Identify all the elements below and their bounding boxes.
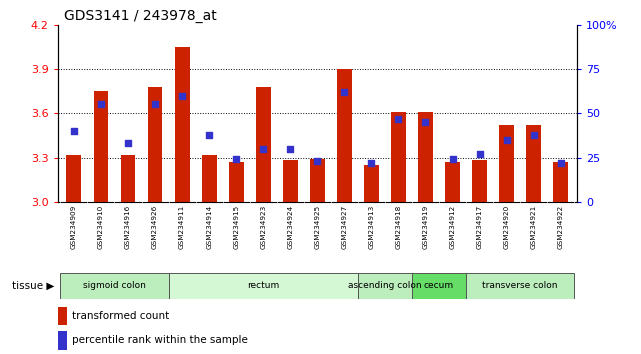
Text: GSM234924: GSM234924 [287, 205, 293, 249]
Point [312, 158, 322, 164]
Point [556, 160, 566, 166]
Text: GSM234921: GSM234921 [531, 205, 537, 249]
Point [501, 137, 512, 143]
Point [204, 132, 214, 137]
Bar [553, 162, 568, 202]
Bar [58, 307, 67, 325]
FancyBboxPatch shape [466, 273, 574, 299]
Bar [472, 160, 487, 202]
Text: cecum: cecum [424, 281, 454, 290]
Bar [94, 91, 108, 202]
Text: GSM234914: GSM234914 [206, 205, 212, 249]
Bar [499, 125, 514, 202]
Text: GSM234910: GSM234910 [98, 205, 104, 249]
Bar [147, 87, 162, 202]
Text: ascending colon: ascending colon [348, 281, 422, 290]
Bar [310, 159, 325, 202]
Bar [526, 125, 541, 202]
Bar [418, 112, 433, 202]
Point [150, 102, 160, 107]
Bar [67, 155, 81, 202]
FancyBboxPatch shape [169, 273, 358, 299]
Bar [337, 69, 352, 202]
Bar [174, 47, 190, 202]
Point [339, 89, 349, 95]
Text: GSM234915: GSM234915 [233, 205, 239, 249]
Point [420, 119, 431, 125]
Bar [121, 155, 135, 202]
Bar [256, 87, 271, 202]
Point [285, 146, 296, 152]
Text: GSM234923: GSM234923 [260, 205, 266, 249]
Bar [283, 160, 297, 202]
Text: GSM234917: GSM234917 [476, 205, 483, 249]
Text: sigmoid colon: sigmoid colon [83, 281, 146, 290]
Text: GSM234926: GSM234926 [152, 205, 158, 249]
Point [394, 116, 404, 121]
Point [69, 128, 79, 134]
FancyBboxPatch shape [412, 273, 466, 299]
Bar [229, 162, 244, 202]
Text: GSM234911: GSM234911 [179, 205, 185, 249]
Text: GSM234925: GSM234925 [314, 205, 320, 249]
Point [529, 132, 539, 137]
Text: GSM234909: GSM234909 [71, 205, 77, 249]
Point [474, 151, 485, 157]
Text: transformed count: transformed count [72, 311, 169, 321]
Bar [445, 162, 460, 202]
Point [177, 93, 187, 98]
Point [366, 160, 376, 166]
Point [447, 156, 458, 162]
Text: GSM234922: GSM234922 [558, 205, 563, 249]
FancyBboxPatch shape [358, 273, 412, 299]
Text: rectum: rectum [247, 281, 279, 290]
Text: percentile rank within the sample: percentile rank within the sample [72, 335, 248, 346]
Text: tissue ▶: tissue ▶ [12, 281, 54, 291]
Text: GSM234916: GSM234916 [125, 205, 131, 249]
Bar [391, 112, 406, 202]
Point [258, 146, 269, 152]
FancyBboxPatch shape [60, 273, 169, 299]
Bar [202, 155, 217, 202]
Point [96, 102, 106, 107]
Text: GSM234913: GSM234913 [369, 205, 374, 249]
Text: GSM234918: GSM234918 [395, 205, 401, 249]
Point [231, 156, 241, 162]
Bar [364, 165, 379, 202]
Text: GSM234919: GSM234919 [422, 205, 428, 249]
Point [123, 141, 133, 146]
Bar [58, 331, 67, 350]
Text: GSM234912: GSM234912 [449, 205, 456, 249]
Text: GDS3141 / 243978_at: GDS3141 / 243978_at [64, 9, 217, 23]
Text: GSM234920: GSM234920 [504, 205, 510, 249]
Text: GSM234927: GSM234927 [342, 205, 347, 249]
Text: transverse colon: transverse colon [483, 281, 558, 290]
